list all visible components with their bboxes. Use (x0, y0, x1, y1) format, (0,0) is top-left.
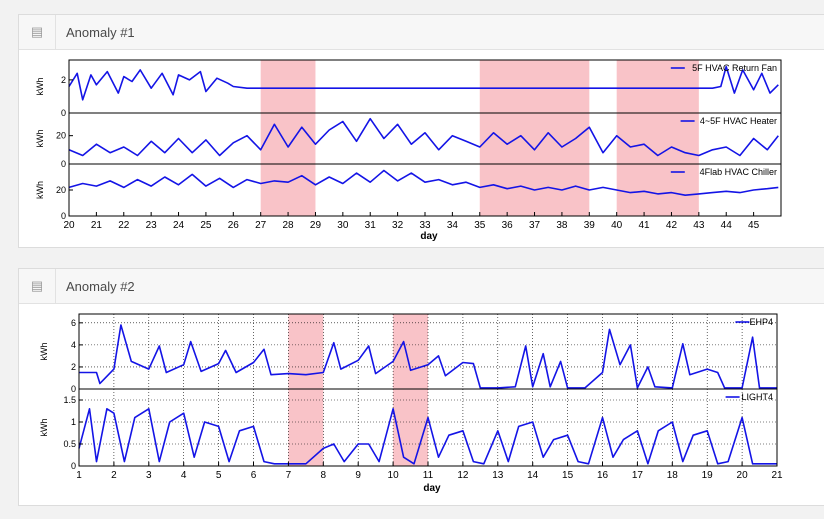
y-tick-label: 0 (61, 108, 66, 118)
list-icon: ▤ (19, 269, 56, 303)
x-tick-label: 17 (632, 470, 644, 481)
x-tick-label: 29 (310, 220, 322, 231)
x-tick-label: 34 (447, 220, 459, 231)
series-line (79, 324, 777, 389)
x-tick-label: 30 (337, 220, 349, 231)
legend-label: 5F HVAC Return Fan (692, 63, 777, 73)
anomaly-1-chart: 5F HVAC Return Fan 0 2 kWh 4~5F HVAC Heater 0… (35, 59, 782, 242)
x-tick-label: 33 (419, 220, 431, 231)
panel-title: Anomaly #2 (66, 278, 135, 294)
x-tick-label: 5 (216, 470, 222, 481)
x-tick-label: 32 (392, 220, 404, 231)
x-tick-label: 8 (321, 470, 327, 481)
y-tick-label: 6 (71, 318, 76, 328)
x-tick-label: 42 (666, 220, 678, 231)
legend-label: EHP4 (749, 317, 773, 327)
x-tick-label: 20 (63, 220, 75, 231)
anomaly-panel-2: ▤ Anomaly #2 EHP4 0 2 4 6 kWh LIGHT4 0 0.5 1 1.5 kW… (18, 268, 824, 506)
series-line (68, 65, 779, 101)
x-tick-label: 23 (146, 220, 158, 231)
list-icon: ▤ (19, 15, 56, 49)
x-tick-label: 38 (556, 220, 568, 231)
y-tick-label: 0 (71, 384, 76, 394)
x-tick-label: 36 (502, 220, 514, 231)
y-axis-label: kWh (39, 343, 49, 361)
x-tick-label: 13 (492, 470, 504, 481)
y-tick-label: 0 (61, 159, 66, 169)
x-tick-label: 44 (721, 220, 733, 231)
series-line (68, 117, 779, 157)
x-tick-label: 45 (748, 220, 760, 231)
x-tick-label: 27 (255, 220, 267, 231)
x-tick-label: 16 (597, 470, 609, 481)
highlight-band (393, 314, 428, 466)
x-tick-label: 39 (584, 220, 596, 231)
y-tick-label: 20 (56, 131, 66, 141)
y-axis-label: kWh (35, 181, 45, 199)
y-tick-label: 0.5 (63, 439, 76, 449)
x-tick-label: 3 (146, 470, 152, 481)
y-axis-label: kWh (35, 130, 45, 148)
x-tick-label: 24 (173, 220, 185, 231)
x-tick-label: 1 (76, 470, 82, 481)
x-tick-label: 25 (200, 220, 212, 231)
y-axis-label: kWh (39, 419, 49, 437)
highlight-band (260, 60, 316, 216)
x-tick-label: 43 (693, 220, 705, 231)
x-tick-label: 26 (228, 220, 240, 231)
x-tick-label: 22 (118, 220, 130, 231)
x-tick-label: 6 (251, 470, 257, 481)
highlight-band (616, 60, 699, 216)
y-tick-label: 2 (61, 75, 66, 85)
x-tick-label: 11 (423, 470, 434, 481)
x-tick-label: 4 (181, 470, 187, 481)
highlight-band (479, 60, 590, 216)
anomaly-panel-1: ▤ Anomaly #1 5F HVAC Return Fan 0 2 kWh 4~5F… (18, 14, 824, 248)
series-line (68, 169, 779, 196)
y-tick-label: 4 (71, 340, 76, 350)
x-tick-label: 28 (283, 220, 295, 231)
y-tick-label: 0 (61, 211, 66, 221)
panel-header: ▤ Anomaly #1 (19, 15, 824, 50)
x-tick-label: 31 (365, 220, 377, 231)
y-tick-label: 2 (71, 362, 76, 372)
x-tick-label: 41 (639, 220, 651, 231)
x-tick-label: 10 (388, 470, 400, 481)
legend-label: 4~5F HVAC Heater (700, 116, 777, 126)
x-tick-label: 9 (355, 470, 361, 481)
panel-header: ▤ Anomaly #2 (19, 269, 824, 304)
x-tick-label: 18 (667, 470, 679, 481)
panel-title: Anomaly #1 (66, 24, 135, 40)
x-tick-label: 15 (562, 470, 574, 481)
x-tick-label: 2 (111, 470, 117, 481)
y-axis-label: kWh (35, 78, 45, 96)
y-tick-label: 20 (56, 185, 66, 195)
x-axis-label: day (423, 483, 441, 494)
y-tick-label: 1 (71, 417, 76, 427)
y-tick-label: 0 (71, 461, 76, 471)
x-tick-label: 14 (527, 470, 539, 481)
y-tick-label: 1.5 (63, 395, 76, 405)
x-tick-label: 12 (457, 470, 469, 481)
series-line (78, 408, 777, 465)
x-tick-label: 19 (702, 470, 714, 481)
x-tick-label: 37 (529, 220, 541, 231)
x-axis-label: day (420, 231, 438, 242)
x-tick-label: 7 (286, 470, 292, 481)
highlight-band (288, 314, 324, 466)
legend-label: 4Flab HVAC Chiller (700, 167, 777, 177)
x-tick-label: 35 (474, 220, 486, 231)
x-tick-label: 20 (737, 470, 749, 481)
x-tick-label: 40 (611, 220, 623, 231)
x-tick-label: 21 (771, 470, 783, 481)
legend-label: LIGHT4 (741, 392, 773, 402)
x-tick-label: 21 (91, 220, 103, 231)
